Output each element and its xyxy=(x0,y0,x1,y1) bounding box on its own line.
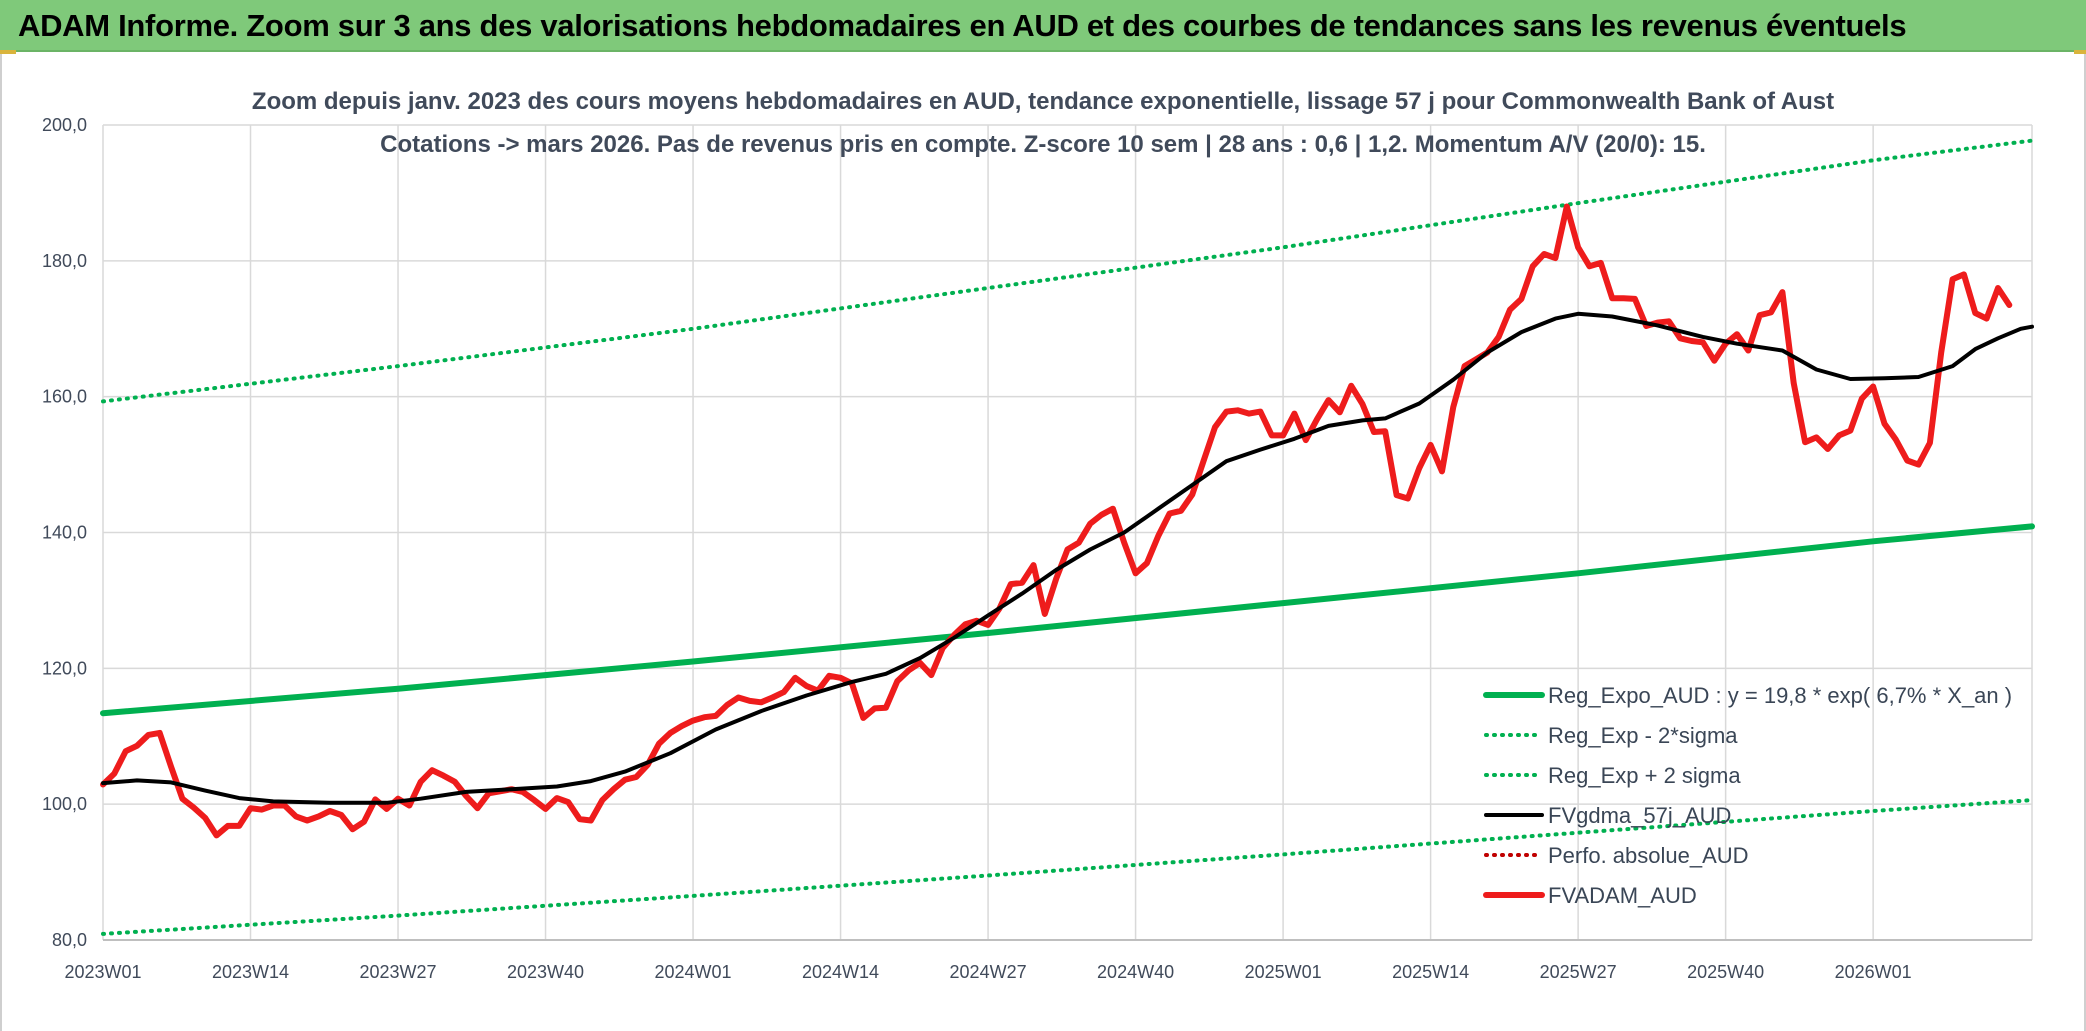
x-tick-label: 2026W01 xyxy=(1835,962,1912,982)
gridlines xyxy=(102,124,2033,941)
report-banner: ADAM Informe. Zoom sur 3 ans des valoris… xyxy=(0,0,2086,52)
x-tick-label: 2025W01 xyxy=(1245,962,1322,982)
y-tick-label: 200,0 xyxy=(42,115,87,135)
y-tick-label: 100,0 xyxy=(42,794,87,814)
legend-label: Perfo. absolue_AUD xyxy=(1548,843,1749,868)
legend-label: FVADAM_AUD xyxy=(1548,883,1697,908)
banner-accent-left xyxy=(0,50,16,54)
y-tick-label: 120,0 xyxy=(42,658,87,678)
y-tick-label: 160,0 xyxy=(42,387,87,407)
banner-accent-right xyxy=(2074,50,2086,54)
y-tick-label: 180,0 xyxy=(42,251,87,271)
legend-label: Reg_Expo_AUD : y = 19,8 * exp( 6,7% * X_… xyxy=(1548,683,2012,708)
x-tick-label: 2023W01 xyxy=(64,962,141,982)
chart-title-line-2: Cotations -> mars 2026. Pas de revenus p… xyxy=(380,131,1706,158)
x-tick-label: 2024W40 xyxy=(1097,962,1174,982)
series-line-fvgdma-57j-aud xyxy=(101,311,2034,805)
y-tick-label: 80,0 xyxy=(52,930,87,950)
series-line-reg-expo-aud-y-19-8-exp-6-7-x-an xyxy=(100,523,2035,717)
chart-title-line-1: Zoom depuis janv. 2023 des cours moyens … xyxy=(252,88,1834,115)
x-tick-label: 2025W14 xyxy=(1392,962,1469,982)
x-tick-label: 2024W27 xyxy=(950,962,1027,982)
chart-frame xyxy=(0,54,2086,1031)
x-tick-label: 2023W27 xyxy=(359,962,436,982)
series-lines xyxy=(100,138,2035,936)
legend-label: FVgdma_57j_AUD xyxy=(1548,803,1731,828)
series-line-fvadam-aud xyxy=(100,203,2013,839)
axes: 80,0 100,0 120,0 140,0 160,0 180,0 200,0 2023W0… xyxy=(42,115,2032,982)
legend: Reg_Expo_AUD : y = 19,8 * exp( 6,7% * X_… xyxy=(1483,683,2012,908)
y-tick-label: 140,0 xyxy=(42,523,87,543)
x-tick-label: 2023W40 xyxy=(507,962,584,982)
x-tick-label: 2024W01 xyxy=(655,962,732,982)
x-tick-label: 2025W40 xyxy=(1687,962,1764,982)
legend-label: Reg_Exp - 2*sigma xyxy=(1548,723,1738,748)
x-tick-label: 2023W14 xyxy=(212,962,289,982)
report-title: ADAM Informe. Zoom sur 3 ans des valoris… xyxy=(18,8,1907,43)
x-tick-label: 2025W27 xyxy=(1540,962,1617,982)
x-tick-label: 2024W14 xyxy=(802,962,879,982)
legend-label: Reg_Exp + 2 sigma xyxy=(1548,763,1741,788)
series-line-reg-exp-2-sigma xyxy=(101,138,2034,404)
series-line-reg-exp-2-sigma xyxy=(101,798,2034,936)
